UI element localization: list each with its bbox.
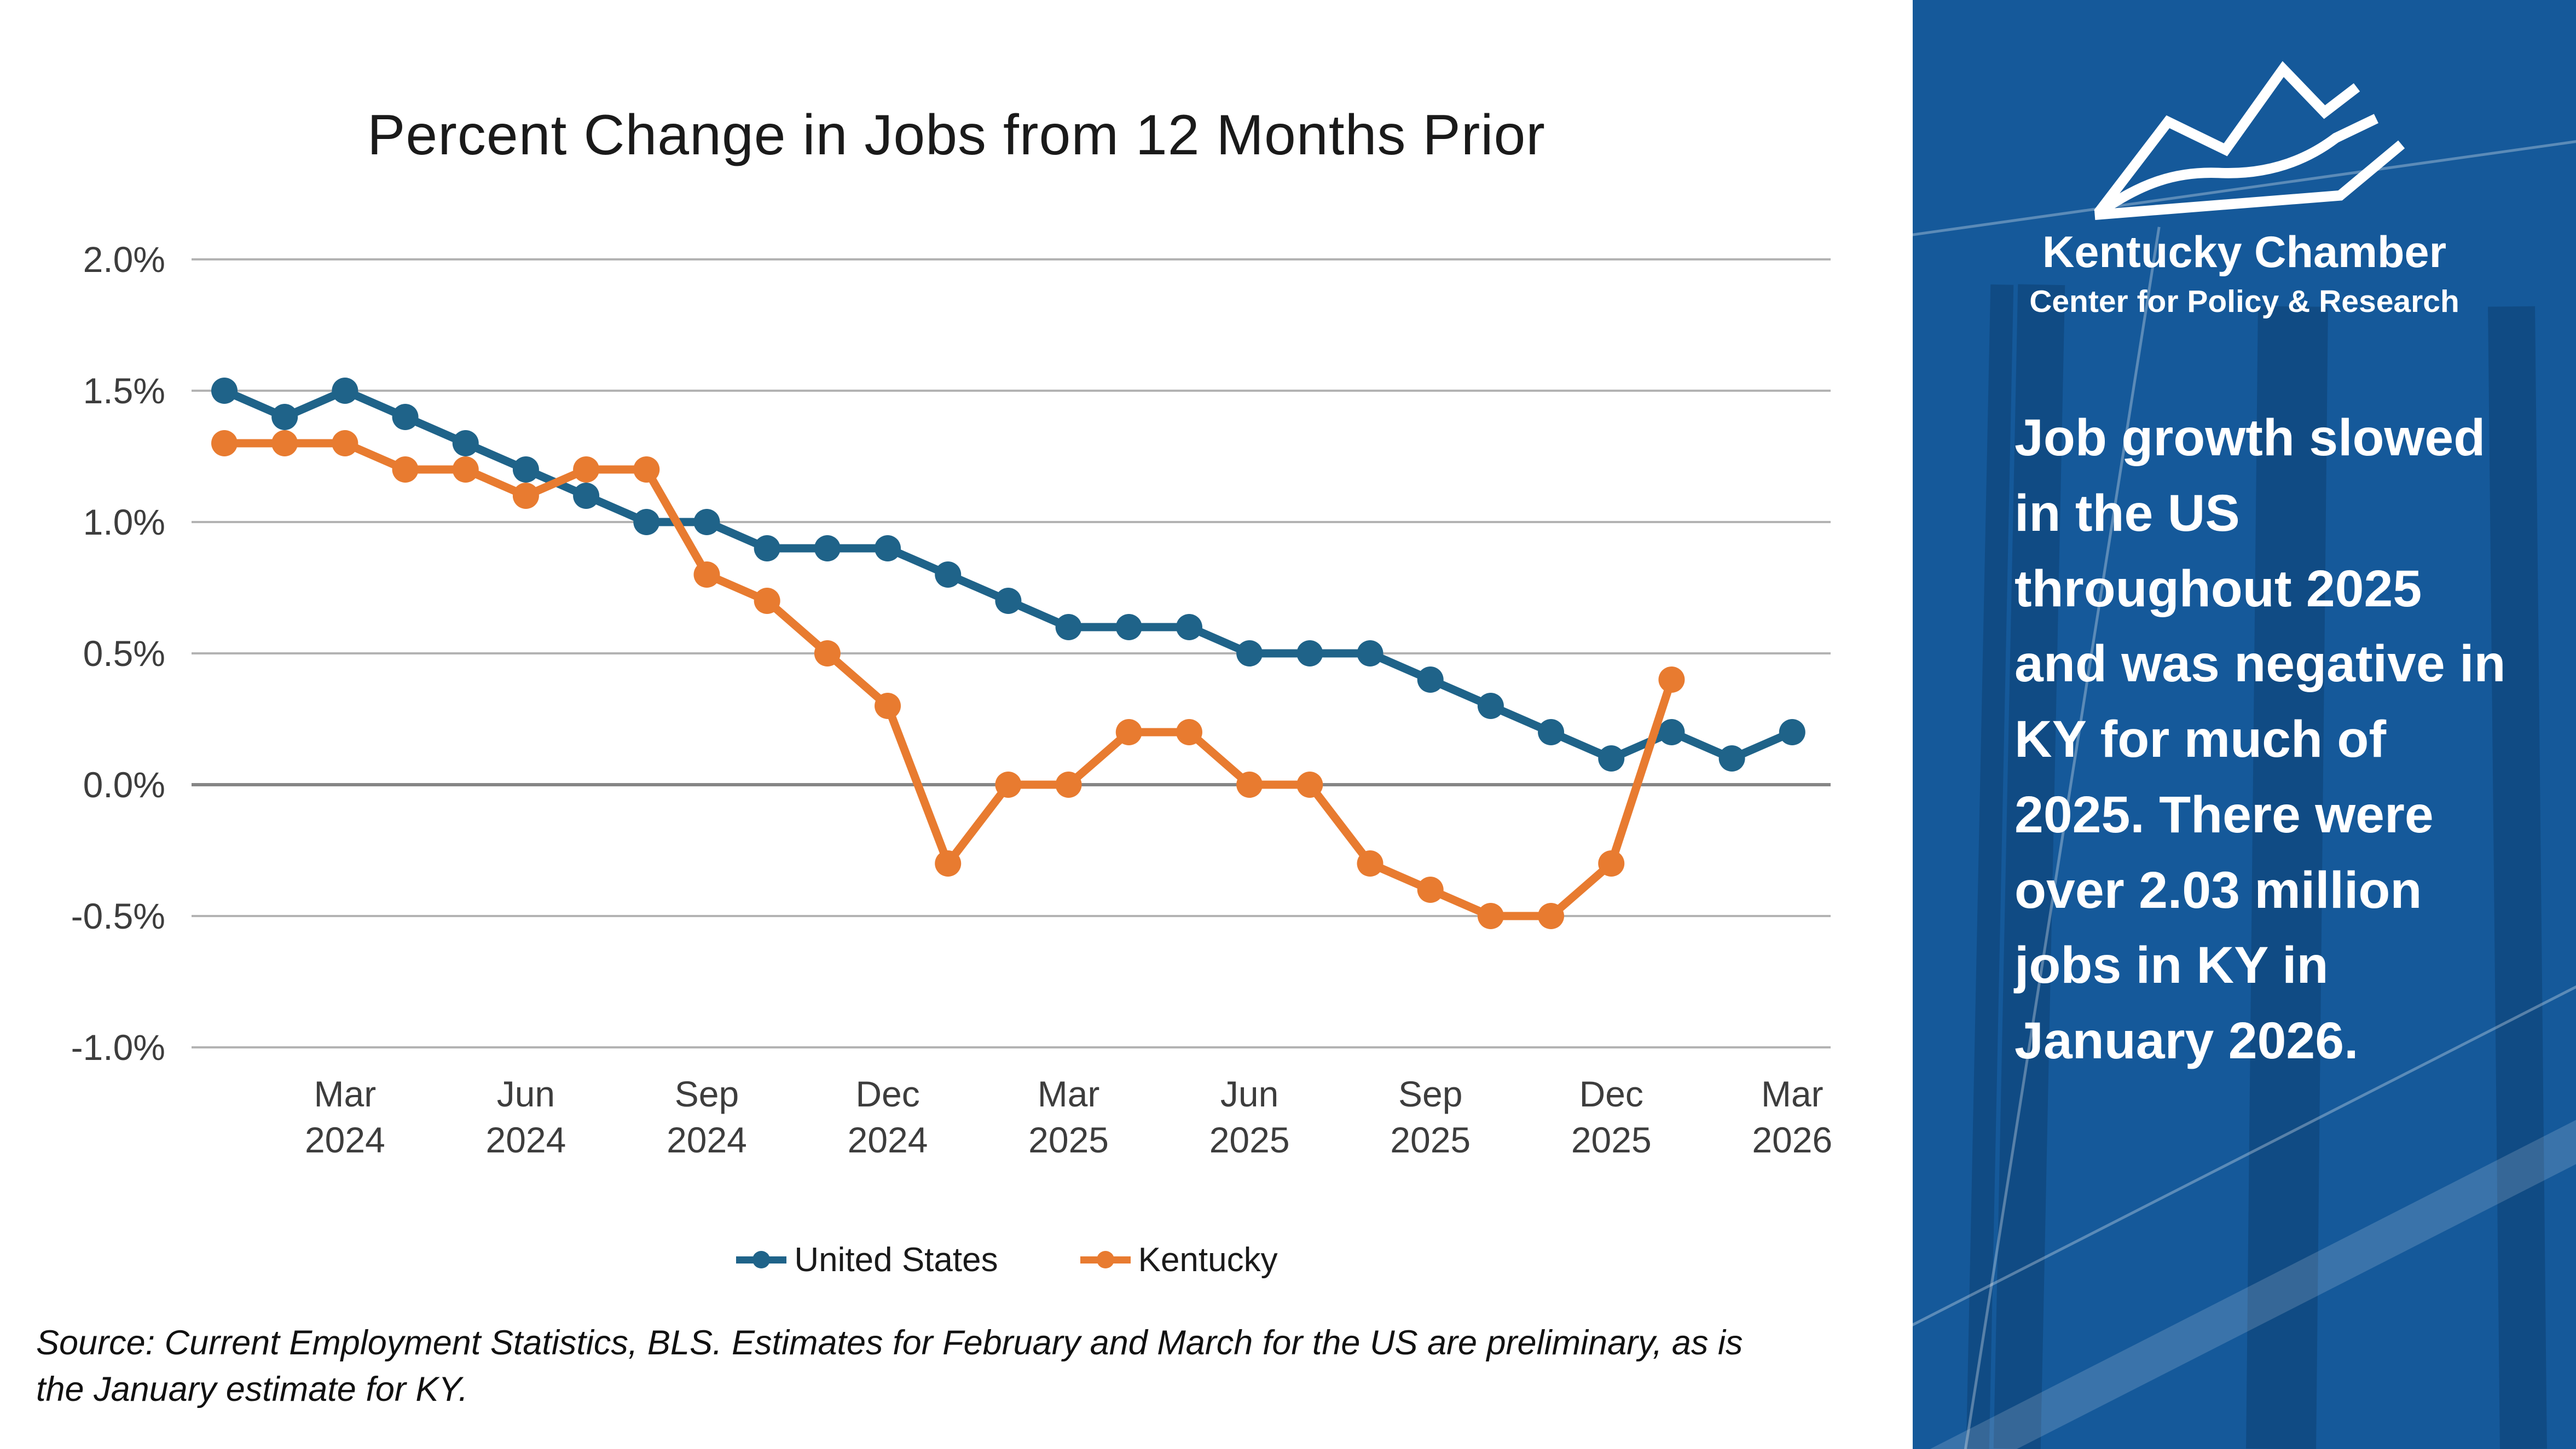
kentucky-point <box>693 561 720 588</box>
y-tick-label: 1.0% <box>83 502 165 542</box>
chart-legend: United States Kentucky <box>183 1232 1831 1287</box>
kentucky-point <box>754 588 780 614</box>
y-tick-label: 1.5% <box>83 370 165 411</box>
united-states-point <box>693 509 720 535</box>
united-states-point <box>1718 745 1745 772</box>
kentucky-point <box>271 430 298 456</box>
united-states-point <box>1296 640 1323 666</box>
x-tick-year: 2024 <box>305 1120 385 1160</box>
united-states-point <box>211 378 238 404</box>
y-tick-label: -0.5% <box>71 896 165 936</box>
united-states-point <box>332 378 358 404</box>
united-states-point <box>995 588 1022 614</box>
sidebar-paragraph: Job growth slowed in the US throughout 2… <box>2015 409 2506 1070</box>
united-states-point <box>1417 666 1444 693</box>
chart-title: Percent Change in Jobs from 12 Months Pr… <box>367 103 1545 167</box>
united-states-point <box>573 483 600 509</box>
kentucky-point <box>332 430 358 456</box>
kentucky-point <box>1417 877 1444 903</box>
united-states-point <box>1357 640 1383 666</box>
kentucky-point <box>633 456 660 483</box>
kentucky-point <box>1658 666 1685 693</box>
united-states-point <box>1658 719 1685 745</box>
brand-subtitle: Center for Policy & Research <box>2029 284 2459 319</box>
legend-item-kentucky: Kentucky <box>1080 1241 1278 1279</box>
united-states-point <box>271 404 298 430</box>
kentucky-point <box>1176 719 1202 745</box>
legend-label-united-states: United States <box>794 1241 998 1279</box>
x-tick-month: Mar <box>314 1074 377 1114</box>
kentucky-point <box>392 456 419 483</box>
x-tick-year: 2026 <box>1752 1120 1832 1160</box>
kentucky-point <box>1236 772 1263 798</box>
kentucky-point <box>211 430 238 456</box>
united-states-point <box>1779 719 1805 745</box>
kentucky-point <box>875 693 901 719</box>
source-note-line1: Source: Current Employment Statistics, B… <box>36 1324 1743 1362</box>
x-tick-year: 2025 <box>1028 1120 1109 1160</box>
x-tick-year: 2025 <box>1571 1120 1652 1160</box>
kentucky-point <box>935 850 962 877</box>
united-states-point <box>392 404 419 430</box>
x-tick-month: Sep <box>1398 1074 1462 1114</box>
kentucky-point <box>512 483 539 509</box>
united-states-point <box>1477 693 1504 719</box>
kentucky-series-marker-icon <box>1080 1251 1131 1268</box>
x-tick-month: Mar <box>1761 1074 1824 1114</box>
united-states-point <box>512 456 539 483</box>
us-series-marker-icon <box>736 1251 787 1268</box>
y-tick-label: -1.0% <box>71 1027 165 1068</box>
united-states-point <box>875 535 901 561</box>
legend-label-kentucky: Kentucky <box>1138 1241 1278 1279</box>
x-tick-month: Mar <box>1038 1074 1100 1114</box>
sidebar: Kentucky Chamber Center for Policy & Res… <box>1913 0 2576 1449</box>
brand-title: Kentucky Chamber <box>2042 228 2447 277</box>
legend-item-united-states: United States <box>736 1241 998 1279</box>
united-states-point <box>452 430 479 456</box>
kentucky-point <box>1296 772 1323 798</box>
y-tick-label: 0.0% <box>83 764 165 805</box>
kentucky-point <box>573 456 600 483</box>
united-states-point <box>1055 614 1082 640</box>
kentucky-point <box>995 772 1022 798</box>
kentucky-point <box>814 640 841 666</box>
united-states-point <box>935 561 962 588</box>
source-note: Source: Current Employment Statistics, B… <box>36 1320 1897 1413</box>
y-tick-label: 2.0% <box>83 239 165 280</box>
x-tick-year: 2024 <box>486 1120 566 1160</box>
united-states-point <box>633 509 660 535</box>
x-tick-year: 2025 <box>1390 1120 1471 1160</box>
kentucky-point <box>1477 903 1504 929</box>
kentucky-line <box>220 439 1676 920</box>
x-tick-year: 2025 <box>1209 1120 1290 1160</box>
x-tick-month: Jun <box>1220 1074 1278 1114</box>
united-states-point <box>754 535 780 561</box>
source-note-line2: the January estimate for KY. <box>36 1370 468 1409</box>
kentucky-point <box>1538 903 1565 929</box>
chart-panel: Percent Change in Jobs from 12 Months Pr… <box>36 103 1897 1413</box>
x-tick-month: Sep <box>675 1074 739 1114</box>
united-states-point <box>1598 745 1625 772</box>
kentucky-point <box>1115 719 1142 745</box>
kentucky-point <box>1598 850 1625 877</box>
united-states-point <box>1538 719 1565 745</box>
united-states-point <box>1176 614 1202 640</box>
kentucky-point <box>1357 850 1383 877</box>
united-states-point <box>814 535 841 561</box>
united-states-point <box>1236 640 1263 666</box>
y-tick-label: 0.5% <box>83 633 165 674</box>
logo-block: Kentucky Chamber Center for Policy & Res… <box>1913 57 2576 320</box>
x-tick-month: Jun <box>497 1074 555 1114</box>
united-states-point <box>1115 614 1142 640</box>
x-tick-year: 2024 <box>848 1120 928 1160</box>
kentucky-chamber-logo-icon <box>2094 61 2405 220</box>
kentucky-point <box>452 456 479 483</box>
x-tick-month: Dec <box>1579 1074 1643 1114</box>
line-chart: 2.0% 1.5% 1.0% 0.5% 0.0% -0.5% -1.0% Mar 2024 Jun… <box>71 239 1833 1160</box>
x-tick-month: Dec <box>855 1074 919 1114</box>
x-tick-year: 2024 <box>667 1120 747 1160</box>
kentucky-point <box>1055 772 1082 798</box>
